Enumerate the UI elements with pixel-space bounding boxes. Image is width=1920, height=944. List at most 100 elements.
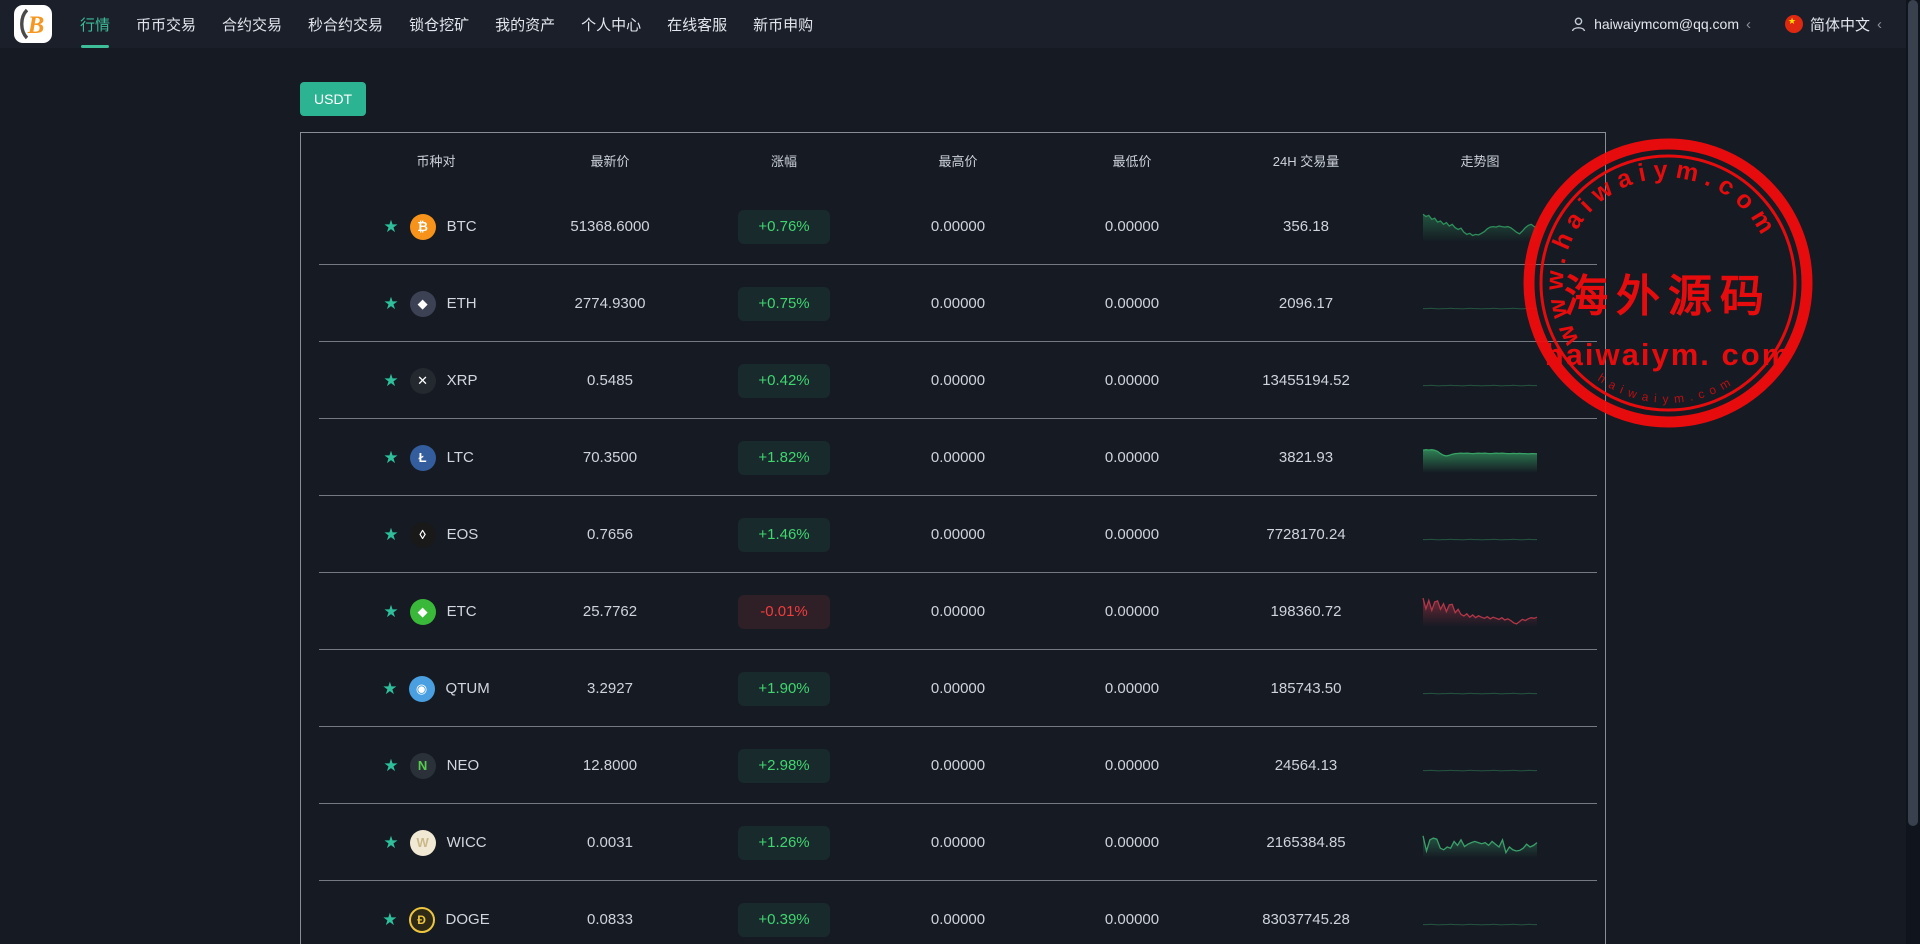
wicc-coin-icon: W	[409, 829, 436, 856]
low-price: 0.00000	[1104, 757, 1160, 774]
brand-logo[interactable]: B	[14, 5, 52, 43]
trend-cell	[1393, 746, 1567, 786]
change-cell: +0.76%	[697, 209, 871, 244]
last-price: 51368.6000	[570, 218, 650, 235]
trend-cell	[1393, 207, 1567, 247]
etc-coin-icon: ◆	[409, 598, 436, 625]
market-row-doge[interactable]: ★ Đ DOGE 0.0833 +0.39% 0.00000 0.00000 8…	[301, 881, 1605, 944]
change-badge: +0.75%	[738, 286, 830, 321]
last-price: 0.0031	[587, 834, 633, 851]
market-row-xrp[interactable]: ★ ✕ XRP 0.5485 +0.42% 0.00000 0.00000 13…	[301, 342, 1605, 419]
column-header-0: 币种对	[416, 154, 456, 169]
coin-symbol: QTUM	[445, 680, 490, 697]
high-price: 0.00000	[930, 218, 986, 235]
account-chevron-icon: ‹	[1745, 15, 1751, 33]
pair-cell: ★ ◆ ETH	[349, 290, 523, 317]
coin-symbol: ETH	[446, 295, 477, 312]
market-row-qtum[interactable]: ★ ◉ QTUM 3.2927 +1.90% 0.00000 0.00000 1…	[301, 650, 1605, 727]
change-cell: +2.98%	[697, 748, 871, 783]
ltc-coin-icon: Ł	[409, 444, 436, 471]
nav-item-6[interactable]: 个人中心	[581, 16, 642, 34]
eos-coin-icon: ◊	[409, 521, 436, 548]
trend-sparkline	[1422, 835, 1538, 863]
nav-item-5[interactable]: 我的资产	[495, 16, 556, 34]
pair-cell: ★ Ł LTC	[349, 444, 523, 471]
favorite-star-icon[interactable]: ★	[383, 525, 399, 544]
coin-symbol: LTC	[446, 449, 474, 466]
coin-symbol: WICC	[446, 834, 487, 851]
qtum-coin-icon: ◉	[408, 675, 435, 702]
favorite-star-icon[interactable]: ★	[382, 910, 398, 929]
high-price: 0.00000	[930, 834, 986, 851]
nav-item-8[interactable]: 新币申购	[753, 16, 814, 34]
low-price: 0.00000	[1104, 372, 1160, 389]
market-table: 币种对 最新价 涨幅 最高价 最低价 24H 交易量 走势图 ★ ₿ BTC 51368.6…	[300, 132, 1606, 944]
watermark-bottom-arc-text: haiwaiym.com	[1595, 371, 1732, 406]
market-row-etc[interactable]: ★ ◆ ETC 25.7762 -0.01% 0.00000 0.00000 1…	[301, 573, 1605, 650]
svg-text:B: B	[27, 12, 45, 39]
coin-symbol: EOS	[446, 526, 479, 543]
doge-coin-icon: Đ	[408, 906, 435, 933]
trend-cell	[1393, 284, 1567, 324]
coin-symbol: DOGE	[445, 911, 490, 928]
language-label: 简体中文	[1809, 16, 1870, 34]
market-row-wicc[interactable]: ★ W WICC 0.0031 +1.26% 0.00000 0.00000 2…	[301, 804, 1605, 881]
low-price: 0.00000	[1104, 911, 1160, 928]
high-price: 0.00000	[930, 911, 986, 928]
change-cell: +0.39%	[697, 902, 871, 937]
favorite-star-icon[interactable]: ★	[383, 294, 399, 313]
language-selector[interactable]: ★ 简体中文 ‹	[1784, 14, 1882, 35]
change-cell: +1.26%	[697, 825, 871, 860]
high-price: 0.00000	[930, 449, 986, 466]
nav-item-2[interactable]: 合约交易	[222, 16, 283, 34]
market-row-eos[interactable]: ★ ◊ EOS 0.7656 +1.46% 0.00000 0.00000 77…	[301, 496, 1605, 573]
trend-cell	[1393, 361, 1567, 401]
favorite-star-icon[interactable]: ★	[383, 217, 399, 236]
usdt-market-tab[interactable]: USDT	[300, 82, 367, 116]
coin-symbol: XRP	[446, 372, 478, 389]
scrollbar-thumb[interactable]	[1908, 0, 1918, 826]
pair-cell: ★ ◊ EOS	[349, 521, 523, 548]
market-row-eth[interactable]: ★ ◆ ETH 2774.9300 +0.75% 0.00000 0.00000…	[301, 265, 1605, 342]
account-email: haiwaiymcom@qq.com	[1594, 16, 1739, 32]
low-price: 0.00000	[1104, 526, 1160, 543]
favorite-star-icon[interactable]: ★	[383, 756, 399, 775]
favorite-star-icon[interactable]: ★	[383, 448, 399, 467]
market-row-btc[interactable]: ★ ₿ BTC 51368.6000 +0.76% 0.00000 0.0000…	[301, 188, 1605, 265]
last-price: 2774.9300	[574, 295, 646, 312]
pair-cell: ★ N NEO	[349, 752, 523, 779]
nav-item-1[interactable]: 币币交易	[136, 16, 197, 34]
volume-24h: 83037745.28	[1262, 911, 1350, 928]
market-row-neo[interactable]: ★ N NEO 12.8000 +2.98% 0.00000 0.00000 2…	[301, 727, 1605, 804]
account-menu[interactable]: haiwaiymcom@qq.com ‹	[1570, 16, 1751, 33]
trend-sparkline	[1422, 769, 1538, 786]
change-badge: +1.90%	[738, 671, 830, 706]
high-price: 0.00000	[930, 295, 986, 312]
favorite-star-icon[interactable]: ★	[382, 679, 398, 698]
last-price: 12.8000	[582, 757, 638, 774]
pair-cell: ★ W WICC	[349, 829, 523, 856]
favorite-star-icon[interactable]: ★	[383, 371, 399, 390]
volume-24h: 24564.13	[1274, 757, 1338, 774]
market-row-ltc[interactable]: ★ Ł LTC 70.3500 +1.82% 0.00000 0.00000 3…	[301, 419, 1605, 496]
brand-logo-icon: B	[14, 5, 52, 43]
pair-cell: ★ ◆ ETC	[349, 598, 523, 625]
column-header-1: 最新价	[590, 154, 630, 169]
nav-item-0[interactable]: 行情	[78, 8, 112, 41]
nav-item-7[interactable]: 在线客服	[667, 16, 728, 34]
nav-item-3[interactable]: 秒合约交易	[308, 16, 384, 34]
nav-item-4[interactable]: 锁仓挖矿	[409, 16, 470, 34]
low-price: 0.00000	[1104, 218, 1160, 235]
favorite-star-icon[interactable]: ★	[383, 833, 399, 852]
high-price: 0.00000	[930, 757, 986, 774]
low-price: 0.00000	[1104, 834, 1160, 851]
pair-cell: ★ ₿ BTC	[349, 213, 523, 240]
trend-sparkline	[1422, 692, 1538, 709]
last-price: 0.5485	[587, 372, 633, 389]
favorite-star-icon[interactable]: ★	[383, 602, 399, 621]
column-header-6: 走势图	[1460, 154, 1500, 169]
volume-24h: 7728170.24	[1266, 526, 1346, 543]
trend-cell	[1393, 669, 1567, 709]
high-price: 0.00000	[930, 680, 986, 697]
change-badge: +0.39%	[738, 902, 830, 937]
